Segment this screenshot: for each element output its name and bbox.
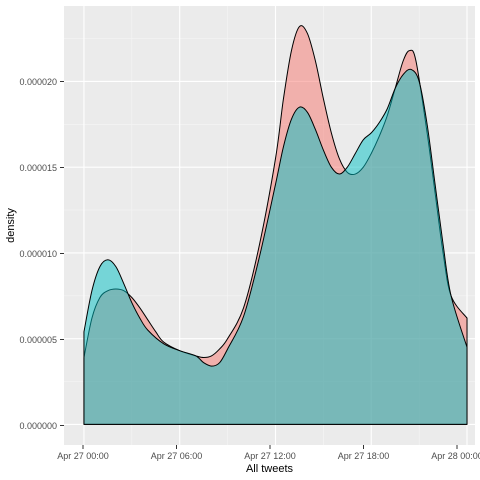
y-tick-label: 0.000010 [19,249,57,259]
x-tick-label: Apr 27 00:00 [57,451,109,461]
x-axis-title: All tweets [246,463,294,475]
y-axis-title: density [5,208,17,243]
x-tick-label: Apr 27 06:00 [151,451,203,461]
density-series [83,25,468,425]
x-axis: Apr 27 00:00 Apr 27 06:00 Apr 27 12:00 A… [57,445,480,461]
y-axis: 0.000000 0.000005 0.000010 0.000015 0.00… [19,77,64,431]
y-tick-label: 0.000005 [19,335,57,345]
density-area-2 [83,68,468,425]
y-tick-label: 0.000020 [19,77,57,87]
x-tick-label: Apr 27 12:00 [244,451,296,461]
x-tick-label: Apr 27 18:00 [338,451,390,461]
y-tick-label: 0.000015 [19,163,57,173]
y-tick-label: 0.000000 [19,421,57,431]
x-tick-label: Apr 28 00:00 [431,451,480,461]
